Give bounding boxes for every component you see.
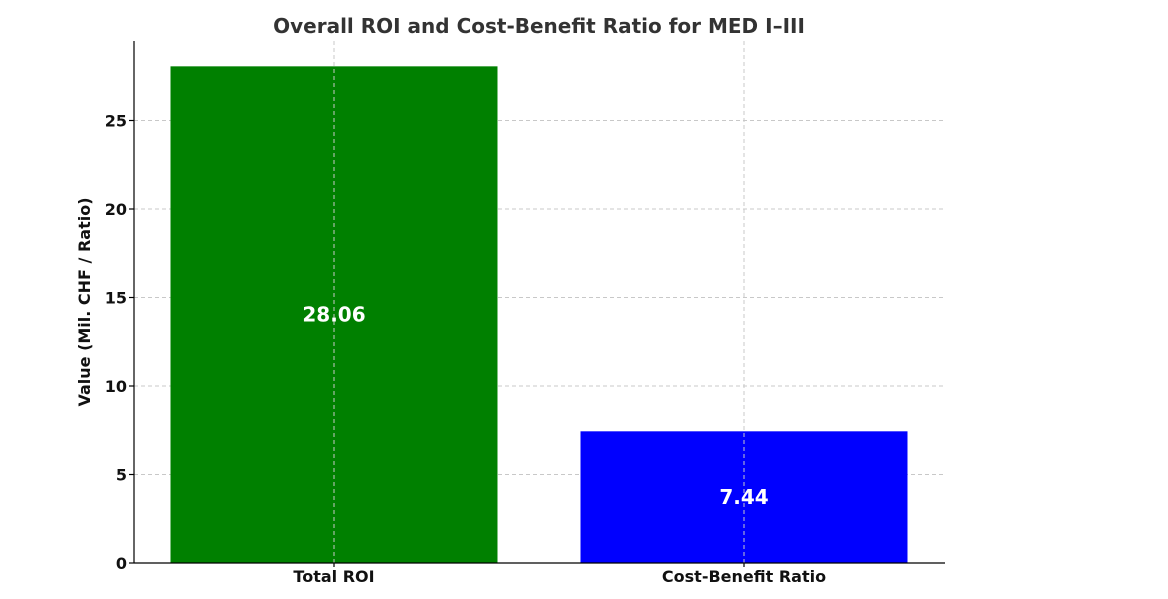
bars xyxy=(170,66,908,563)
y-axis-label: Value (Mil. CHF / Ratio) xyxy=(75,197,94,406)
x-tick-label: Total ROI xyxy=(293,567,374,586)
y-tick-label: 25 xyxy=(105,112,127,131)
y-tick-label: 15 xyxy=(105,289,127,308)
vertical-grid-lines xyxy=(333,41,745,563)
x-tick-label: Cost-Benefit Ratio xyxy=(662,567,826,586)
x-ticks: Total ROI Cost-Benefit Ratio xyxy=(293,563,826,586)
y-tick-label: 5 xyxy=(116,466,127,485)
data-label: 7.44 xyxy=(719,485,768,509)
data-labels: 28.06 7.44 xyxy=(302,303,768,509)
y-tick-label: 10 xyxy=(105,377,127,396)
axes xyxy=(133,41,945,564)
y-tick-label: 20 xyxy=(105,200,127,219)
y-tick-label: 0 xyxy=(116,554,127,573)
data-label: 28.06 xyxy=(302,303,365,327)
chart-title: Overall ROI and Cost-Benefit Ratio for M… xyxy=(273,14,805,38)
y-ticks: 0 5 10 15 20 25 xyxy=(105,112,134,573)
